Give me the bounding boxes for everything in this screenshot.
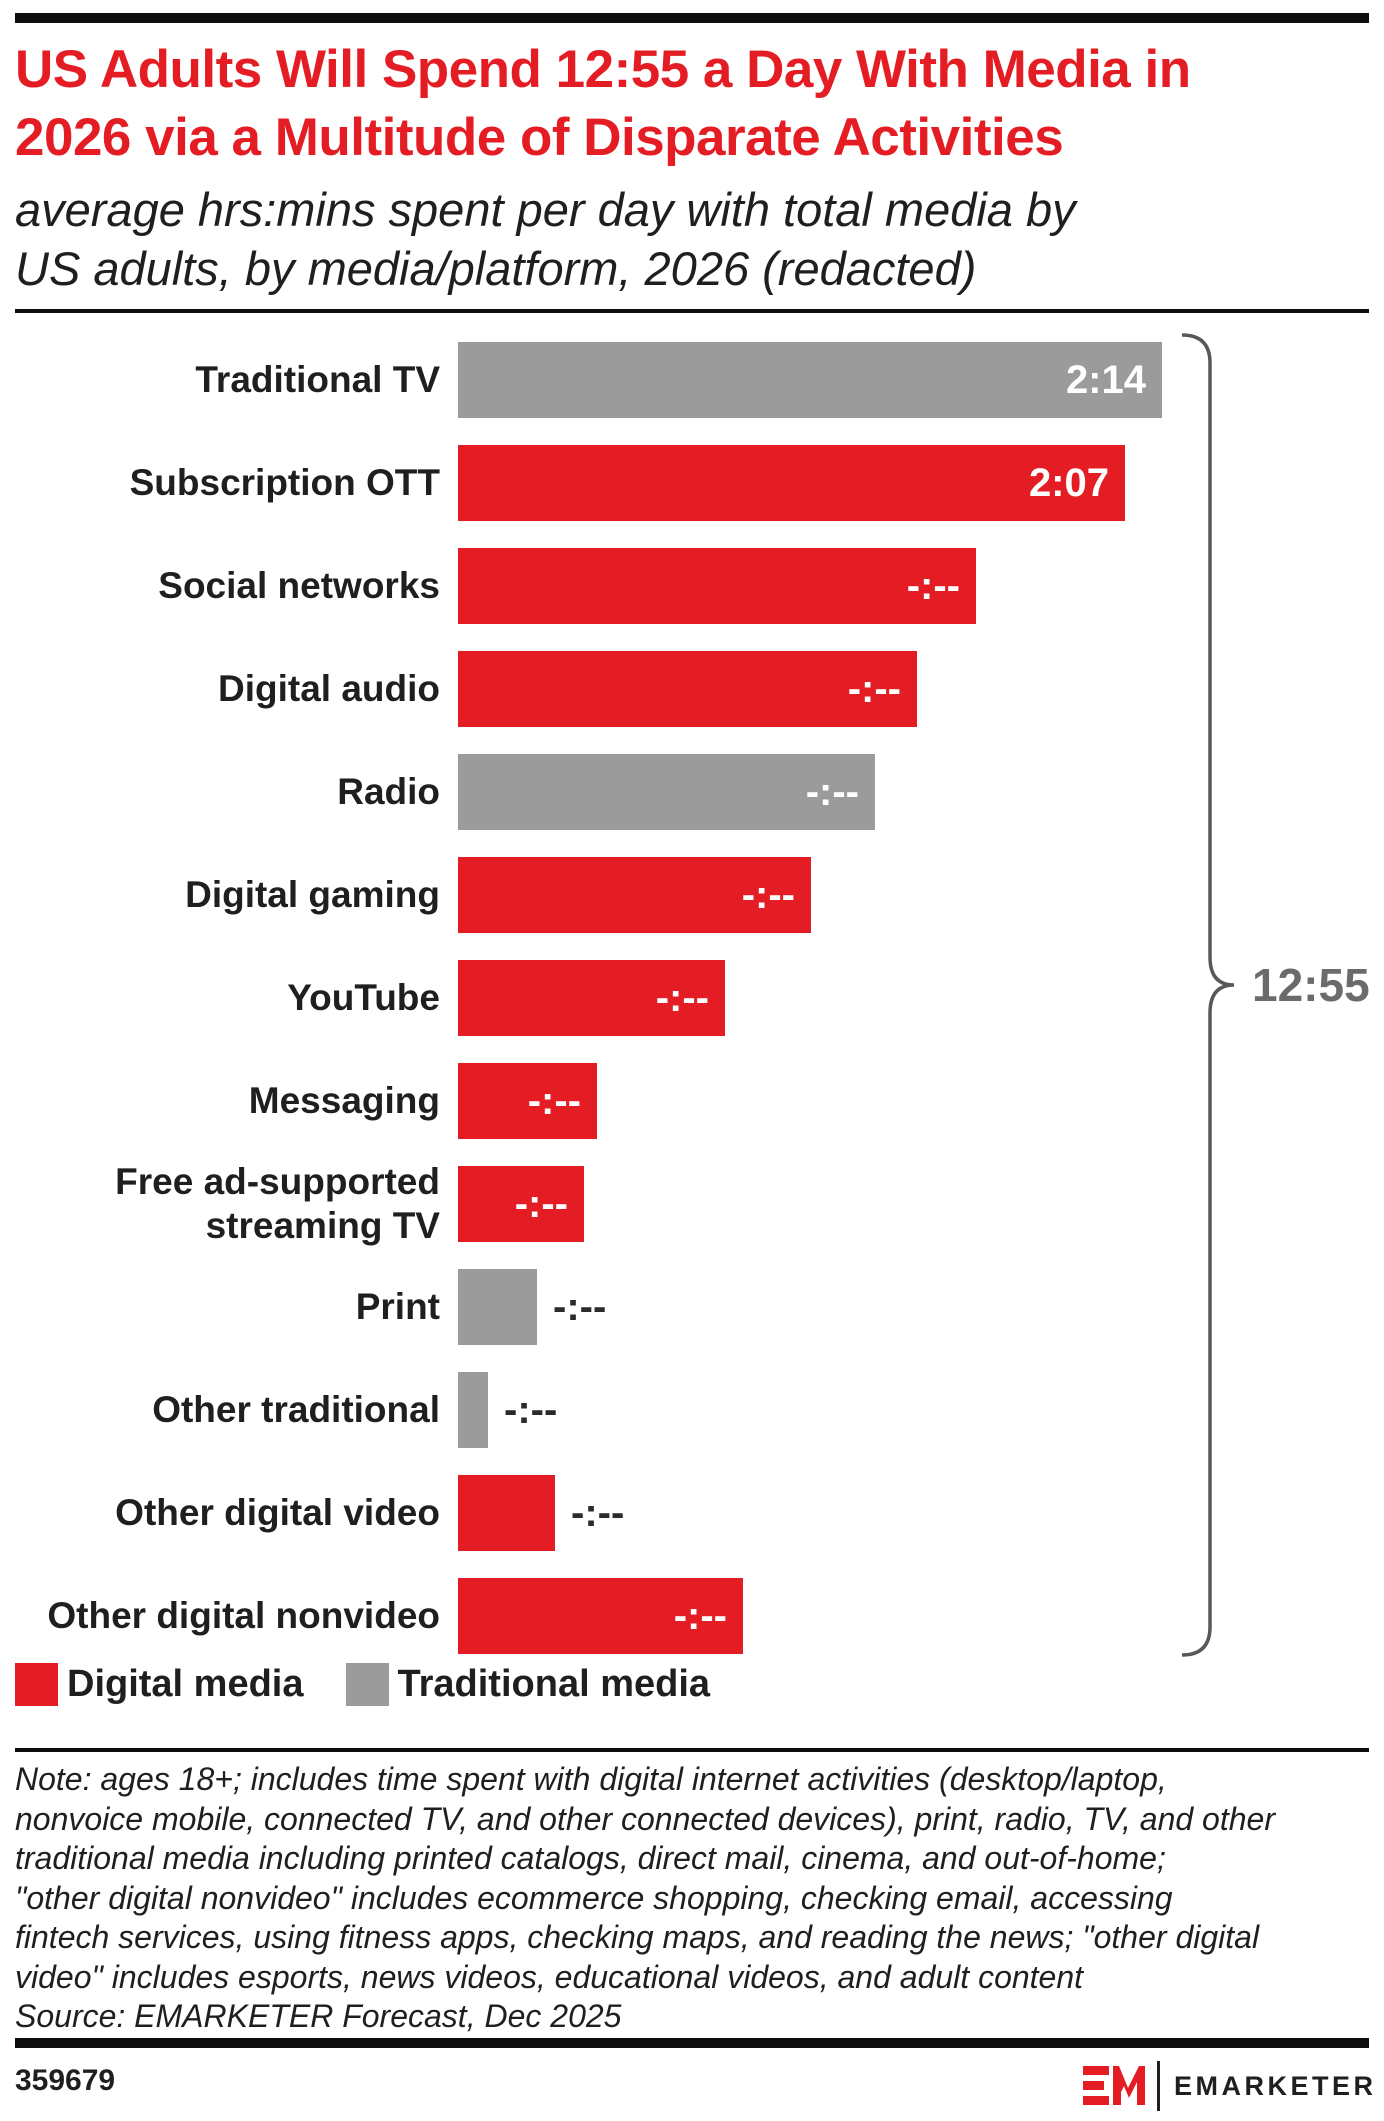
bar-label-line: Social networks (158, 565, 440, 606)
note-line: "other digital nonvideo" includes ecomme… (15, 1879, 1173, 1916)
note-divider (15, 1748, 1369, 1752)
bar-label: Social networks (0, 548, 440, 624)
bar-label: Other digital video (0, 1475, 440, 1551)
note-line: Note: ages 18+; includes time spent with… (15, 1761, 1167, 1797)
bar-value: -:-- (553, 1284, 607, 1329)
bar-digital: -:-- (458, 1578, 743, 1654)
footnote: Note: ages 18+; includes time spent with… (15, 1760, 1375, 2037)
bar-label-line: streaming TV (205, 1205, 440, 1246)
bar-traditional (458, 1372, 488, 1448)
bar-value: -:-- (741, 872, 795, 917)
bar-label: Free ad-supported streaming TV (0, 1161, 440, 1246)
bar-row: Radio -:-- (0, 754, 1384, 830)
legend-swatch-traditional (345, 1663, 389, 1706)
bar-row: Free ad-supported streaming TV -:-- (0, 1161, 1384, 1246)
bar-value: -:-- (527, 1078, 581, 1123)
brand-name: EMARKETER (1174, 2070, 1377, 2101)
bar-label-line: Other digital video (115, 1492, 440, 1533)
bar-value: 2:07 (1028, 460, 1109, 505)
total-brace (1181, 333, 1235, 1657)
bar-digital: 2:07 (458, 445, 1125, 521)
bar-digital: -:-- (458, 960, 725, 1036)
bar-traditional: -:-- (458, 754, 875, 830)
top-rule (15, 13, 1369, 23)
total-label: 12:55 (1252, 959, 1370, 1011)
bar-digital (458, 1475, 555, 1551)
bar-label: YouTube (0, 960, 440, 1036)
bar-label: Messaging (0, 1063, 440, 1139)
bar-row: Subscription OTT 2:07 (0, 445, 1384, 521)
bar-row: Other digital nonvideo -:-- (0, 1578, 1384, 1654)
bar-value: -:-- (514, 1181, 568, 1226)
logo-divider (1157, 2061, 1160, 2111)
chart-id: 359679 (15, 2064, 116, 2097)
bar-value: -:-- (805, 769, 859, 814)
bar-label: Traditional TV (0, 342, 440, 418)
bar-traditional: 2:14 (458, 342, 1162, 418)
bar-row: Social networks -:-- (0, 548, 1384, 624)
bar-digital: -:-- (458, 857, 811, 933)
bar-row: Digital gaming -:-- (0, 857, 1384, 933)
header-divider (15, 309, 1369, 313)
bar-label: Other traditional (0, 1372, 440, 1448)
bar-row: YouTube -:-- (0, 960, 1384, 1036)
bar-value: -:-- (847, 666, 901, 711)
bar-label-line: Messaging (248, 1080, 440, 1121)
title-line-1: US Adults Will Spend 12:55 a Day With Me… (15, 40, 1191, 99)
bar-value: -:-- (906, 563, 960, 608)
bar-label-line: Radio (337, 771, 440, 812)
bar-row: Messaging -:-- (0, 1063, 1384, 1139)
bar-value: -:-- (655, 975, 709, 1020)
bar-digital: -:-- (458, 548, 976, 624)
bar-row: Print -:-- (0, 1269, 1384, 1345)
bar-value: -:-- (673, 1593, 727, 1638)
bar-label-line: Digital audio (218, 668, 440, 709)
source-line: Source: EMARKETER Forecast, Dec 2025 (15, 1998, 622, 2034)
page-title: US Adults Will Spend 12:55 a Day With Me… (15, 36, 1369, 172)
bar-label: Print (0, 1269, 440, 1345)
bar-digital: -:-- (458, 1063, 597, 1139)
note-line: nonvoice mobile, connected TV, and other… (15, 1800, 1275, 1837)
bar-digital: -:-- (458, 651, 917, 727)
bar-label: Digital audio (0, 651, 440, 727)
bar-label-line: Subscription OTT (129, 462, 440, 503)
legend-label-digital: Digital media (67, 1663, 304, 1705)
subtitle-line-2: US adults, by media/platform, 2026 (reda… (15, 242, 977, 295)
bar-label-line: Free ad-supported (115, 1161, 440, 1202)
note-line: fintech services, using fitness apps, ch… (15, 1919, 1260, 1955)
bar-value: 2:14 (1065, 357, 1146, 402)
em-mark-icon (1083, 2066, 1145, 2105)
note-line: traditional media including printed cata… (15, 1840, 1166, 1876)
legend-swatch-digital (15, 1663, 58, 1706)
footer-rule (15, 2038, 1369, 2048)
bar-row: Traditional TV 2:14 (0, 342, 1384, 418)
bar-label-line: Other digital nonvideo (47, 1595, 440, 1636)
legend: Digital media Traditional media (15, 1663, 710, 1706)
legend-label-traditional: Traditional media (397, 1663, 711, 1705)
bar-row: Digital audio -:-- (0, 651, 1384, 727)
title-line-2: 2026 via a Multitude of Disparate Activi… (15, 108, 1064, 167)
bar-row: Other traditional -:-- (0, 1372, 1384, 1448)
bar-label: Other digital nonvideo (0, 1578, 440, 1654)
note-line: video" includes esports, news videos, ed… (15, 1958, 1084, 1995)
bar-label: Radio (0, 754, 440, 830)
bar-label-line: Print (355, 1286, 440, 1327)
bar-label-line: Traditional TV (195, 359, 440, 400)
page-subtitle: average hrs:mins spent per day with tota… (15, 180, 1375, 298)
bar-label-line: Digital gaming (185, 874, 440, 915)
bar-label: Subscription OTT (0, 445, 440, 521)
bar-value: -:-- (571, 1490, 625, 1535)
bar-digital: -:-- (458, 1166, 584, 1242)
bar-label-line: Other traditional (152, 1389, 440, 1430)
bar-label: Digital gaming (0, 857, 440, 933)
subtitle-line-1: average hrs:mins spent per day with tota… (15, 183, 1076, 236)
bar-label-line: YouTube (287, 977, 440, 1018)
bar-row: Other digital video -:-- (0, 1475, 1384, 1551)
bar-value: -:-- (504, 1387, 558, 1432)
bar-traditional (458, 1269, 537, 1345)
emarketer-logo: EMARKETER (1083, 2058, 1377, 2114)
